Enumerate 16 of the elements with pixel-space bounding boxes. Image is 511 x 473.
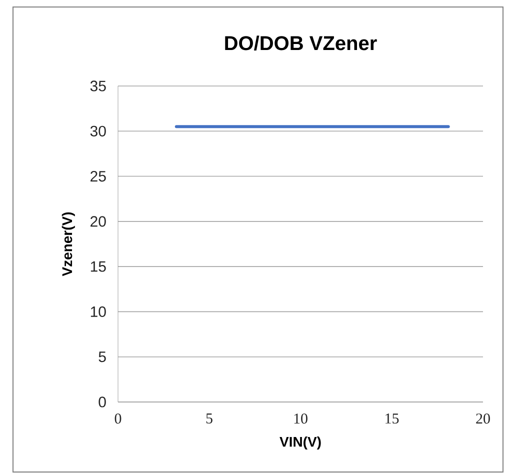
y-tick-label: 0 bbox=[98, 396, 106, 408]
y-tick-label: 25 bbox=[90, 170, 106, 182]
y-tick-label: 30 bbox=[90, 126, 106, 136]
y-axis-title: Vzener(V) bbox=[62, 212, 75, 276]
chart-title: DO/DOB VZener bbox=[225, 36, 377, 50]
x-tick-label: 0 bbox=[114, 414, 122, 424]
x-tick-label: 5 bbox=[206, 414, 212, 424]
x-tick-label: 10 bbox=[294, 414, 308, 424]
y-tick-label: 20 bbox=[90, 216, 106, 227]
y-tick-label: 15 bbox=[90, 261, 106, 272]
y-tick-label: 10 bbox=[90, 306, 106, 318]
x-tick-label: 15 bbox=[386, 414, 399, 424]
x-tick-label: 20 bbox=[476, 414, 490, 424]
y-tick-label: 5 bbox=[98, 352, 106, 362]
y-tick-label: 35 bbox=[90, 80, 106, 92]
x-axis-title: VIN(V) bbox=[280, 436, 321, 450]
